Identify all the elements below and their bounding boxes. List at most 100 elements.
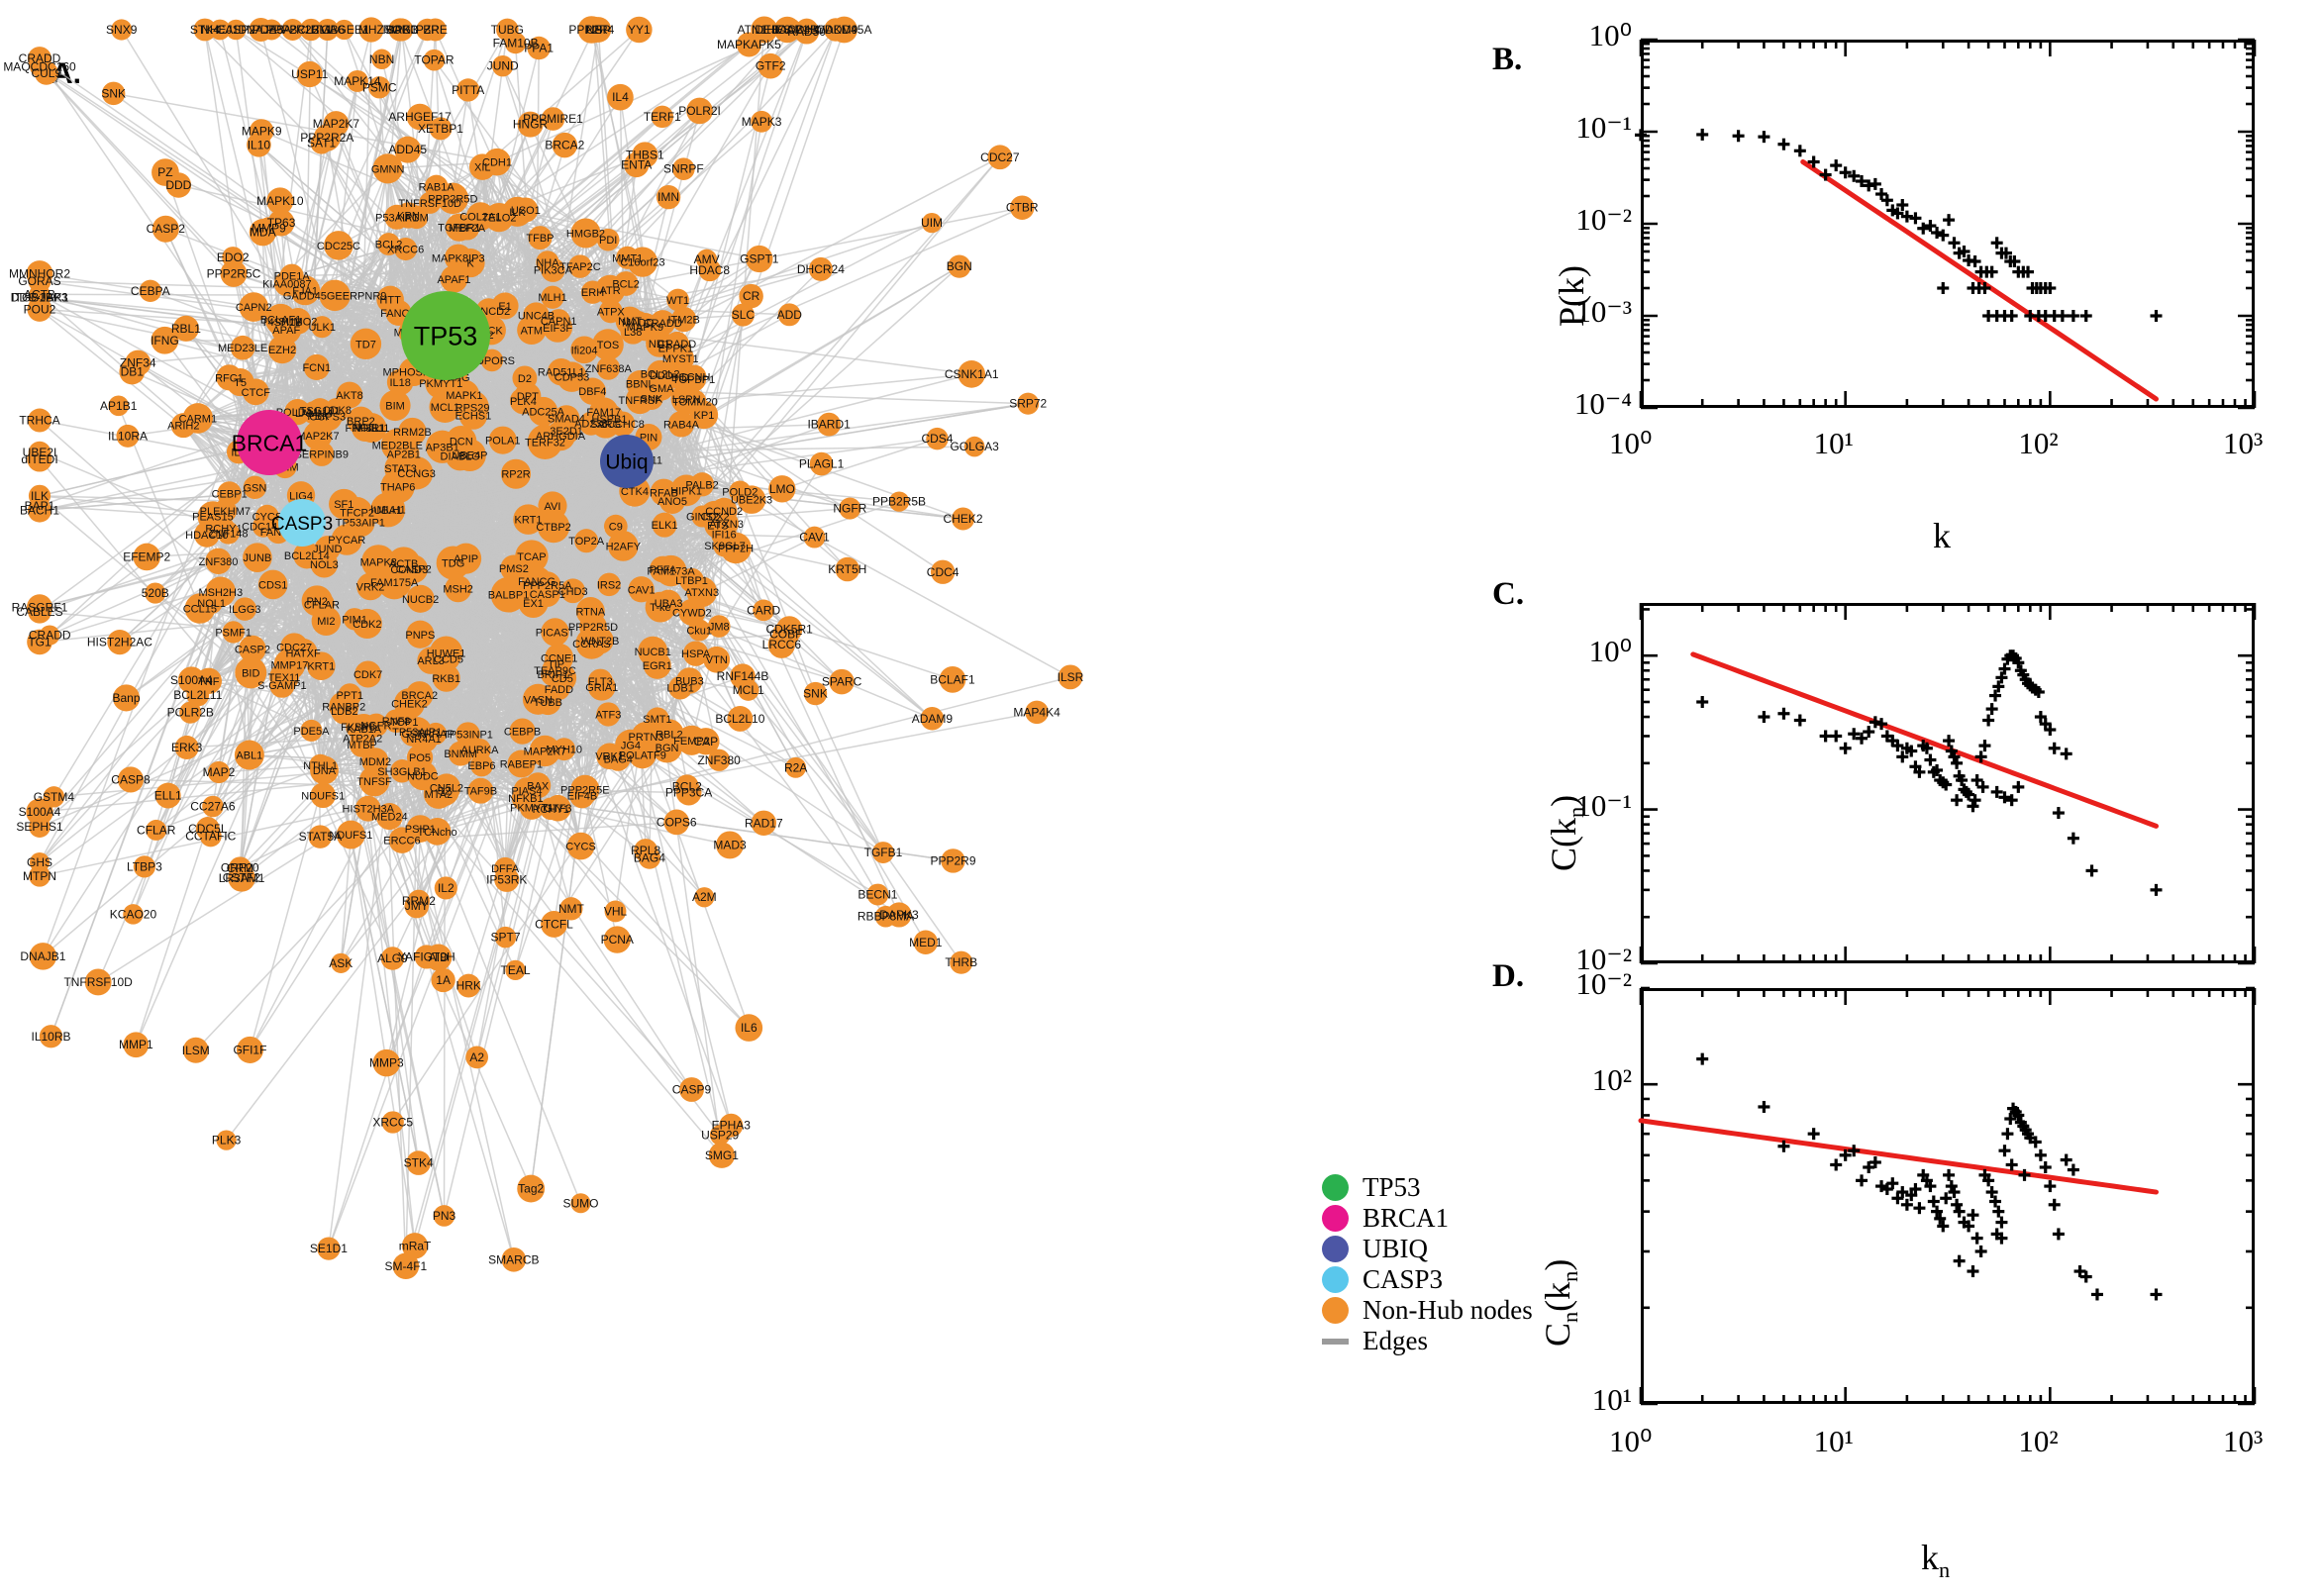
network-node-label: PLK3 — [212, 1134, 242, 1147]
network-node-label: DBF4 — [578, 386, 606, 398]
network-node-label: WDKM9 — [814, 23, 858, 37]
network-node — [778, 18, 802, 42]
network-node-label: MTPN — [23, 869, 56, 883]
network-node — [490, 576, 527, 613]
network-node-label: XRCC5 — [372, 1116, 413, 1130]
network-node — [604, 900, 627, 923]
network-node — [336, 820, 365, 849]
network-node-label: PICAST — [536, 627, 575, 639]
network-node — [123, 904, 144, 925]
network-node — [605, 747, 631, 771]
network-node — [154, 782, 181, 809]
legend-dot-icon — [1322, 1266, 1349, 1293]
network-node-label: PPP2R5A — [523, 580, 572, 592]
network-node-label: FFP3R1 — [345, 423, 385, 435]
network-node-label: UBE2I — [23, 446, 57, 459]
panel-b-ytick-label: 10⁻⁴ — [1573, 386, 1632, 421]
network-node-label: Tag2 — [518, 1182, 544, 1196]
network-node-label: ERCC6 — [383, 836, 420, 848]
network-hub-nodes: TP53 BRCA1 Ubiq CASP3 — [232, 291, 654, 547]
legend-dot-icon — [1322, 1236, 1349, 1262]
network-node-label: ZNF638A — [585, 363, 633, 375]
network-node — [266, 187, 294, 215]
network-node-label: CASP1 — [530, 589, 565, 601]
network-node — [488, 426, 517, 454]
network-node — [624, 151, 650, 178]
network-node-label: RRM2B — [393, 427, 432, 439]
network-node-label: IL10 — [248, 138, 271, 151]
panel-d-xtick-label: 10² — [2018, 1424, 2059, 1458]
network-node-label: ADD45 — [388, 143, 427, 156]
network-node — [691, 505, 714, 528]
network-node — [257, 569, 288, 600]
network-node — [513, 504, 544, 535]
network-node-label: ITGB6 — [310, 23, 345, 37]
network-node-label: CN5L2 — [430, 783, 463, 795]
network-node-label: CAP — [694, 735, 719, 748]
network-node-label: JM8 — [709, 622, 730, 634]
network-node — [350, 328, 382, 360]
network-node-label: MAP2 — [203, 765, 236, 779]
network-node-label: LTBP3 — [127, 859, 162, 873]
network-node-label: HSPA — [681, 648, 711, 660]
network-node — [249, 119, 274, 144]
network-node — [628, 576, 655, 603]
hub-node-ubiq[interactable] — [600, 435, 654, 488]
network-node-label: E1 — [498, 301, 511, 313]
network-node-label: BCL2 — [375, 240, 403, 251]
network-node-label: BRE — [423, 23, 448, 37]
network-node-label: NBN — [369, 52, 394, 66]
network-node-label: TNFRSF — [619, 395, 662, 407]
hub-node-brca1[interactable] — [237, 410, 302, 475]
network-node-label: H2AFY — [606, 541, 642, 552]
network-node-label: TERF1 — [644, 110, 681, 124]
hub-node-casp3[interactable] — [278, 499, 326, 547]
network-node-label: TEX11 — [268, 672, 301, 684]
network-node — [358, 765, 390, 797]
network-node — [708, 1142, 736, 1168]
network-node — [570, 1193, 591, 1214]
network-node — [921, 213, 943, 234]
network-node — [529, 735, 560, 767]
network-node-label: POLD2 — [722, 487, 758, 499]
network-node-label: RTNA — [575, 606, 605, 618]
network-node-label: BGN — [947, 259, 972, 273]
legend-item-ubiq: UBIQ — [1322, 1234, 1533, 1264]
network-node-label: RKB1 — [432, 673, 460, 685]
network-node — [541, 107, 565, 131]
network-node-label: CRADD — [644, 318, 682, 330]
network-node-label: TSG101 — [300, 405, 341, 417]
network-node-label: ILGG3 — [229, 604, 260, 616]
network-node-label: CCL15 — [183, 604, 217, 616]
network-node — [574, 529, 599, 553]
panel-c-data — [1639, 603, 2257, 965]
network-node-label: BECN1 — [858, 888, 897, 902]
network-node-label: TOS — [597, 340, 619, 351]
hub-node-label: BRCA1 — [232, 430, 308, 455]
network-node-label: TDG — [442, 558, 464, 570]
network-node-label: RIPK1 — [383, 23, 418, 37]
hub-node-tp53[interactable] — [401, 291, 490, 380]
network-node-label: SPARC — [822, 675, 862, 689]
network-node-label: CYCS — [565, 842, 596, 853]
network-node-label: PKMYT1 — [510, 802, 554, 814]
network-node-label: COBF — [769, 627, 802, 641]
network-node-label: ILSM — [182, 1044, 210, 1057]
network-node-label: SM-4F1 — [385, 1259, 428, 1273]
network-node-label: RBL2 — [656, 729, 683, 741]
network-node — [491, 292, 519, 320]
legend-item-label: UBIQ — [1363, 1234, 1428, 1263]
network-node-label: IBARD1 — [807, 418, 851, 432]
panel-d-fit-line — [1638, 1118, 2159, 1195]
network-node-label: NFKB1 — [508, 793, 543, 805]
network-node — [230, 335, 255, 360]
network-node — [406, 103, 434, 131]
network-node-label: ATP2A2 — [343, 734, 382, 746]
network-node-label: PBK — [307, 411, 330, 423]
network-node-label: CDC4 — [927, 565, 960, 579]
network-node-label: RBL1 — [171, 322, 201, 336]
network-node — [538, 491, 567, 521]
network-node-label: THRB — [945, 955, 977, 969]
panel-b-fit-line — [1800, 158, 2159, 402]
network-node-label: MCL1 — [431, 402, 459, 414]
